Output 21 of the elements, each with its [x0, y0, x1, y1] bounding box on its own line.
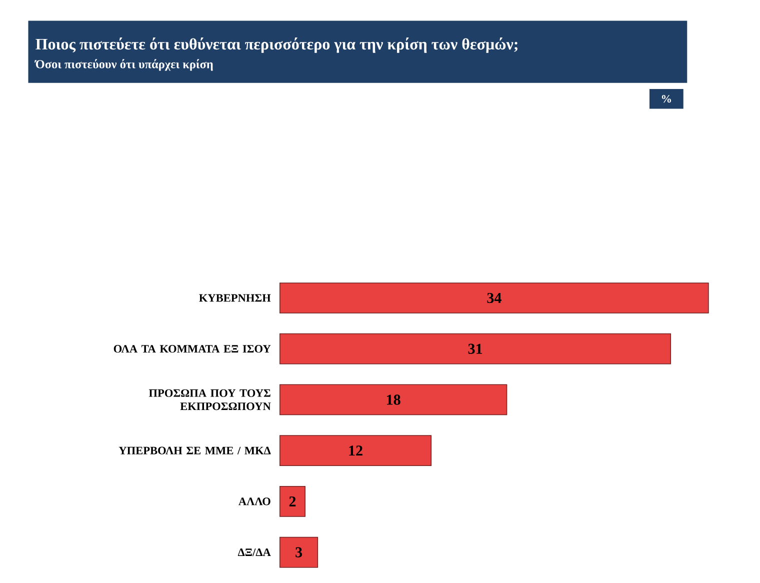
y-tick-label: ΑΛΛΟ: [238, 498, 270, 506]
y-tick-label: ΠΡΟΣΩΠΑ ΠΟΥ ΤΟΥΣ ΕΚΠΡΟΣΩΠΟΥΝ: [148, 389, 271, 410]
data-label: 2: [289, 496, 296, 507]
bar: [279, 384, 508, 416]
data-label: 18: [387, 394, 400, 405]
y-tick-label: ΥΠΕΡΒΟΛΗ ΣΕ ΜΜΕ / ΜΚΔ: [118, 446, 271, 454]
y-tick-label: ΔΞ/ΔΑ: [238, 548, 271, 556]
data-label: 34: [487, 293, 502, 304]
data-label: 3: [296, 547, 302, 558]
bar: [279, 282, 709, 314]
data-label: 31: [468, 344, 482, 354]
bar: [279, 334, 672, 364]
chart-title: Ποιος πιστεύετε ότι ευθύνεται περισσότερο για την κρίση των θεσμών;: [36, 38, 518, 53]
bar: [279, 536, 318, 568]
bar: [279, 435, 432, 466]
text: %: [662, 95, 672, 103]
data-label: 12: [349, 446, 362, 456]
text: Όσοι πιστεύουν ότι υπάρχει κρίση: [34, 59, 213, 71]
bar: [279, 486, 306, 517]
y-tick-label: ΚΥΒΕΡΝΗΣΗ: [199, 294, 271, 302]
y-tick-label: ΟΛΑ ΤΑ ΚΟΜΜΑΤΑ ΕΞ ΙΣΟΥ: [114, 345, 271, 353]
